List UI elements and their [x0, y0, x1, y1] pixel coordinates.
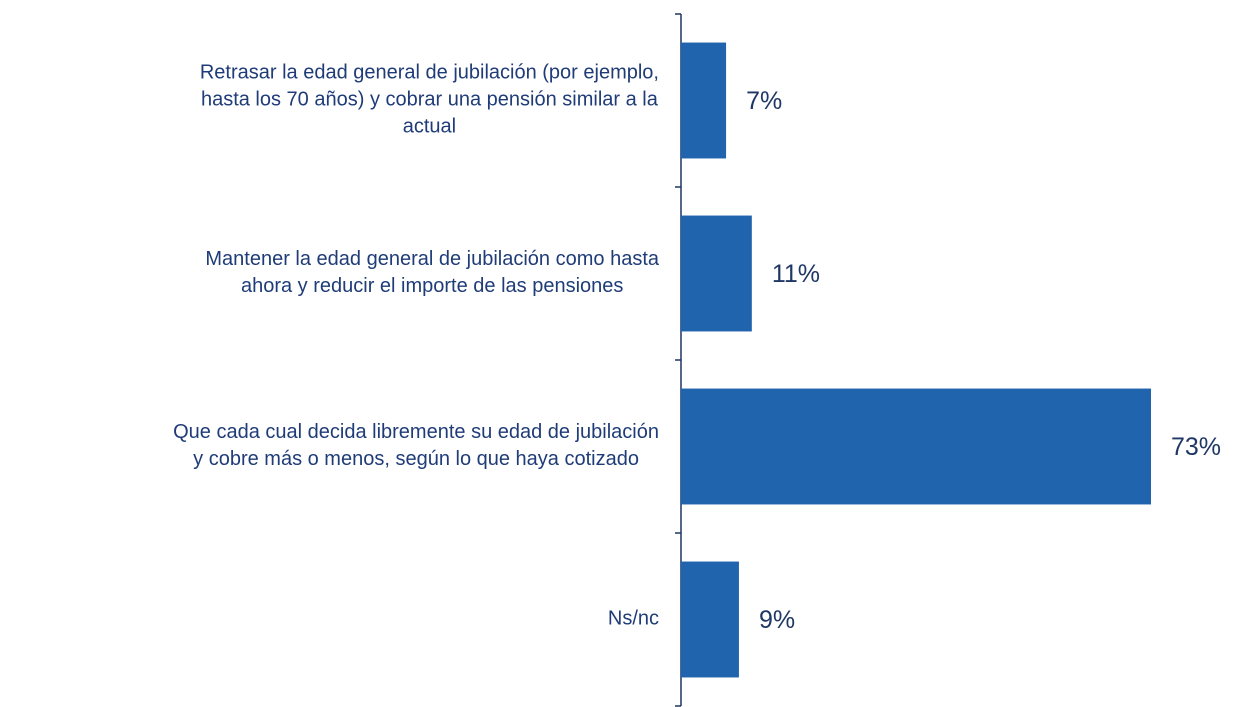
bar	[681, 561, 739, 678]
value-label: 9%	[759, 606, 795, 634]
bar	[681, 215, 752, 332]
value-label: 7%	[746, 87, 782, 115]
value-label: 73%	[1171, 433, 1221, 461]
bar	[681, 388, 1151, 505]
category-label: Retrasar la edad general de jubilación (…	[199, 61, 659, 137]
category-label: Ns/nc	[607, 607, 659, 629]
category-label: Que cada cual decida libremente su edad …	[173, 420, 659, 470]
category-label: Mantener la edad general de jubilación c…	[205, 247, 659, 297]
value-label: 11%	[772, 260, 820, 288]
bar	[681, 42, 727, 159]
